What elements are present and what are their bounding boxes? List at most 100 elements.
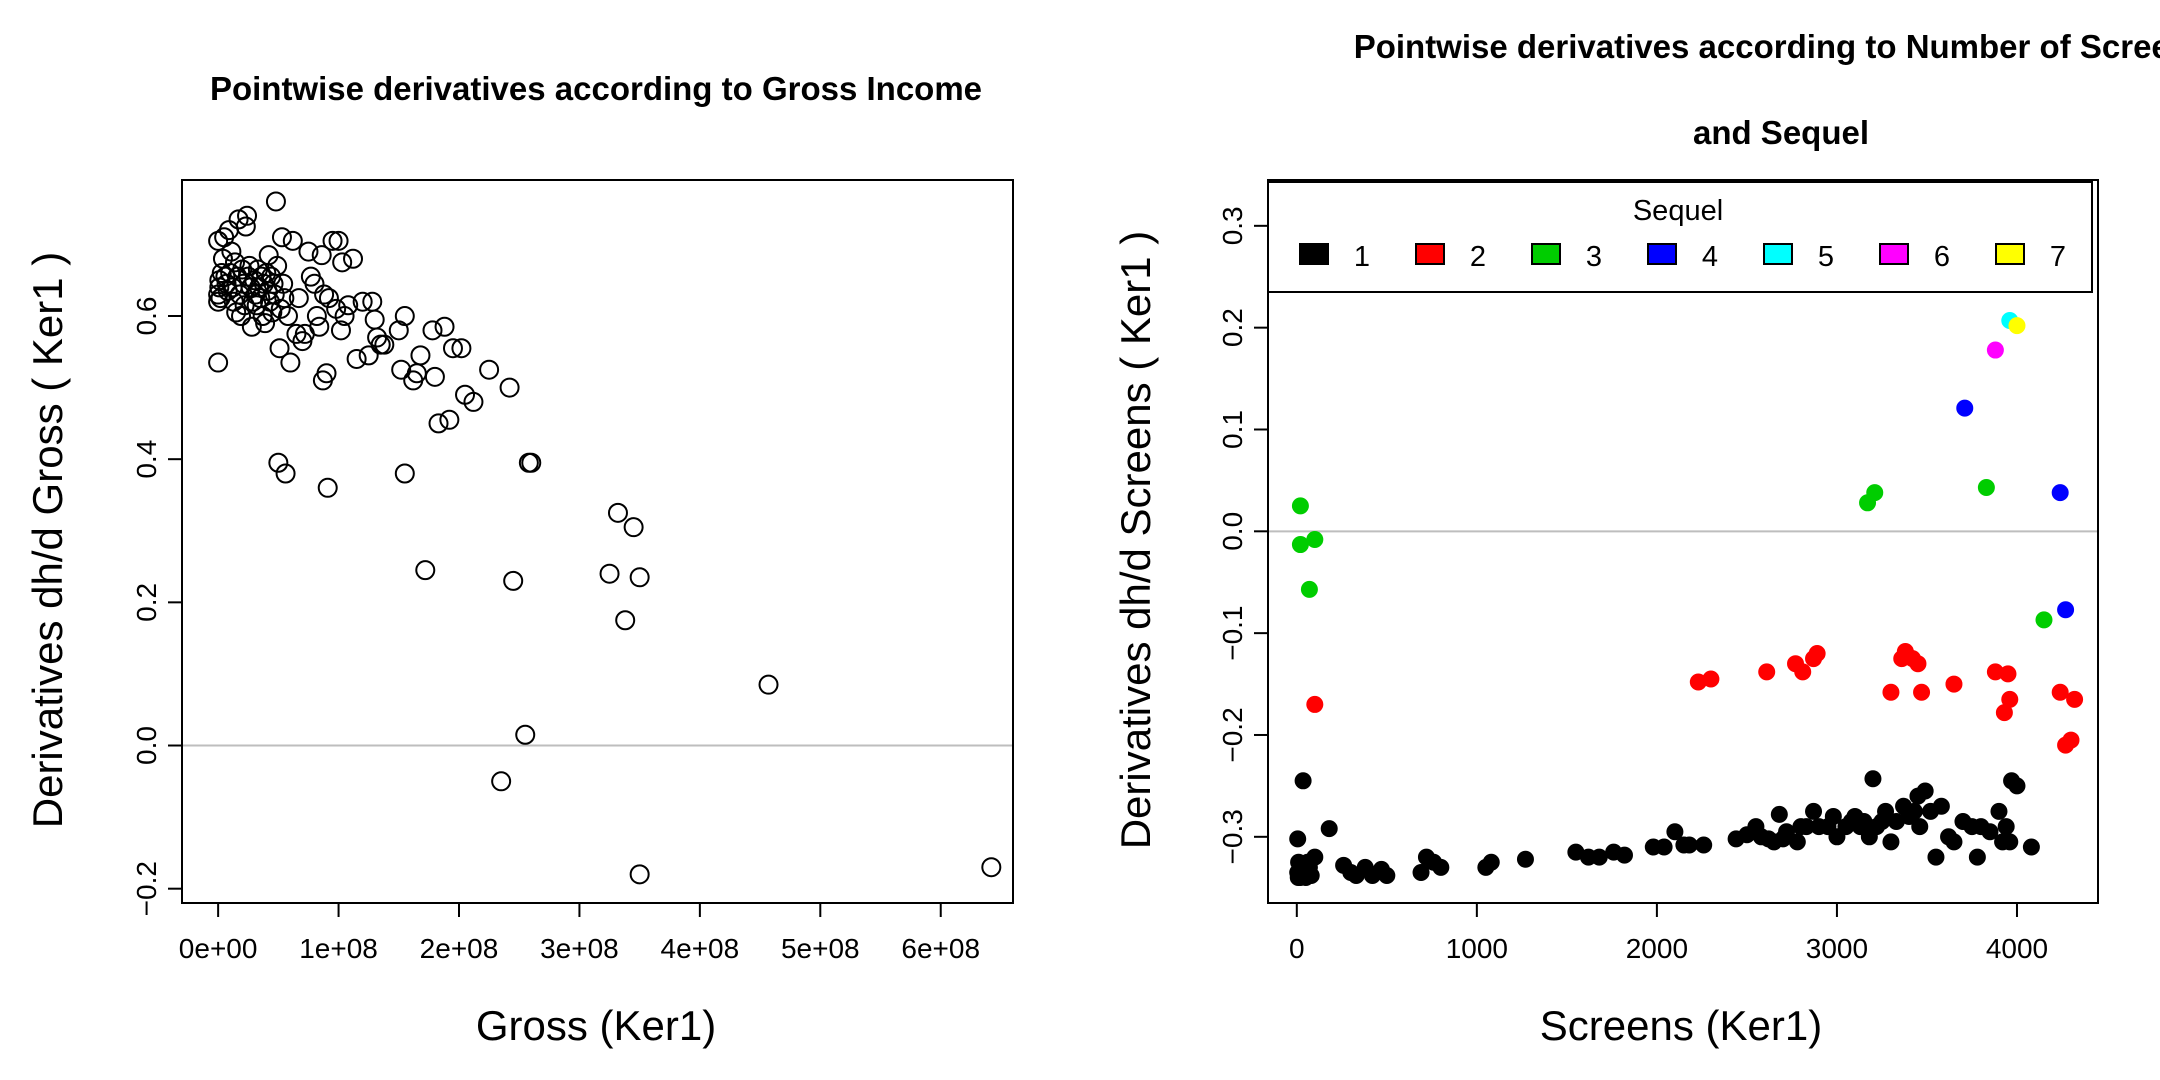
- data-point: [235, 216, 256, 237]
- legend-swatch: [1299, 243, 1329, 265]
- y-tick-label: −0.3: [1217, 809, 1248, 864]
- data-point: [268, 452, 289, 473]
- y-tick-label: 0.3: [1217, 206, 1248, 245]
- data-point-sequel-1: [1412, 863, 1430, 881]
- data-point-sequel-2: [1794, 663, 1812, 681]
- data-point: [515, 724, 536, 745]
- data-point-sequel-1: [1990, 802, 2008, 820]
- data-point: [231, 306, 252, 327]
- data-point-sequel-3: [1866, 484, 1884, 502]
- y-tick-label: 0.4: [131, 440, 162, 479]
- data-point-sequel-1: [1911, 818, 1929, 836]
- data-point: [424, 366, 445, 387]
- data-point-sequel-1: [2022, 838, 2040, 856]
- data-point: [311, 245, 332, 266]
- data-point: [322, 230, 343, 251]
- data-point: [237, 205, 258, 226]
- data-point-sequel-2: [1306, 695, 1324, 713]
- data-point: [269, 338, 290, 359]
- legend-label: 4: [1702, 241, 1718, 273]
- data-point: [330, 320, 351, 341]
- data-point-sequel-2: [1882, 683, 1900, 701]
- data-point-sequel-4: [2051, 484, 2069, 502]
- data-point-sequel-1: [1378, 867, 1396, 885]
- data-point-sequel-1: [1680, 836, 1698, 854]
- screens-sequel-panel: Pointwise derivatives according to Numbe…: [1112, 28, 2160, 1049]
- x-tick-label: 1e+08: [299, 933, 378, 964]
- x-tick-label: 3000: [1806, 933, 1868, 964]
- data-point: [391, 359, 412, 380]
- y-tick-label: −0.1: [1217, 606, 1248, 661]
- plot-frame: [1267, 179, 2099, 904]
- data-point: [306, 306, 327, 327]
- data-point: [316, 363, 337, 384]
- data-point-sequel-1: [1997, 818, 2015, 836]
- data-point-sequel-1: [1320, 820, 1338, 838]
- data-point-sequel-1: [1294, 772, 1312, 790]
- data-point: [439, 409, 460, 430]
- legend-title: Sequel: [1633, 195, 1723, 227]
- data-point: [332, 252, 353, 273]
- data-point: [208, 352, 229, 373]
- data-point: [346, 348, 367, 369]
- gross-income-panel: Pointwise derivatives according to Gross…: [24, 70, 1014, 1049]
- legend-swatch: [1647, 243, 1677, 265]
- data-point-sequel-1: [1824, 807, 1842, 825]
- data-point-sequel-1: [1302, 867, 1320, 885]
- data-point-sequel-1: [1788, 833, 1806, 851]
- y-tick-label: 0.0: [1217, 512, 1248, 551]
- data-point-sequel-1: [1877, 802, 1895, 820]
- legend-swatch: [1415, 243, 1445, 265]
- data-point-sequel-3: [1300, 580, 1318, 598]
- data-point-sequel-2: [2001, 690, 2019, 708]
- data-point: [615, 610, 636, 631]
- data-point: [338, 295, 359, 316]
- x-tick-label: 4000: [1986, 933, 2048, 964]
- y-tick-label: −0.2: [131, 861, 162, 916]
- data-point: [491, 771, 512, 792]
- legend-swatch: [1995, 243, 2025, 265]
- legend-label: 1: [1354, 241, 1370, 273]
- data-point: [221, 241, 242, 262]
- data-point: [275, 463, 296, 484]
- y-axis-label: Derivatives dh/d Gross ( Ker1 ): [24, 252, 71, 829]
- data-point: [415, 560, 436, 581]
- data-point: [343, 248, 364, 269]
- data-point: [629, 567, 650, 588]
- legend: Sequel 1 2 3 4 5 6 7: [1267, 181, 2093, 293]
- data-point-sequel-3: [1291, 536, 1309, 554]
- x-tick-label: 6e+08: [901, 933, 980, 964]
- data-point: [463, 391, 484, 412]
- legend-label: 3: [1586, 241, 1602, 273]
- data-point-sequel-1: [1432, 858, 1450, 876]
- data-point: [394, 306, 415, 327]
- y-tick-label: 0.2: [1217, 308, 1248, 347]
- data-point: [267, 255, 288, 276]
- data-point-sequel-2: [2062, 731, 2080, 749]
- data-point-sequel-3: [1977, 479, 1995, 497]
- data-point: [499, 377, 520, 398]
- data-point-sequel-4: [2057, 601, 2075, 619]
- data-point: [358, 345, 379, 366]
- data-point-sequel-1: [1666, 823, 1684, 841]
- data-point: [271, 227, 292, 248]
- data-point-sequel-2: [1945, 675, 1963, 693]
- x-tick-label: 2e+08: [420, 933, 499, 964]
- data-point: [479, 359, 500, 380]
- x-tick-label: 2000: [1626, 933, 1688, 964]
- data-point: [309, 316, 330, 337]
- legend-swatch: [1763, 243, 1793, 265]
- data-point-sequel-3: [2035, 611, 2053, 629]
- data-point-sequel-2: [1909, 655, 1927, 673]
- data-point-sequel-4: [1956, 399, 1974, 417]
- data-point: [428, 413, 449, 434]
- y-tick-label: 0.6: [131, 297, 162, 336]
- data-point-sequel-1: [1306, 848, 1324, 866]
- data-point: [228, 209, 249, 230]
- data-point: [328, 230, 349, 251]
- data-point: [211, 263, 232, 284]
- y-tick-label: 0.1: [1217, 410, 1248, 449]
- data-point: [317, 477, 338, 498]
- data-point-sequel-1: [1882, 833, 1900, 851]
